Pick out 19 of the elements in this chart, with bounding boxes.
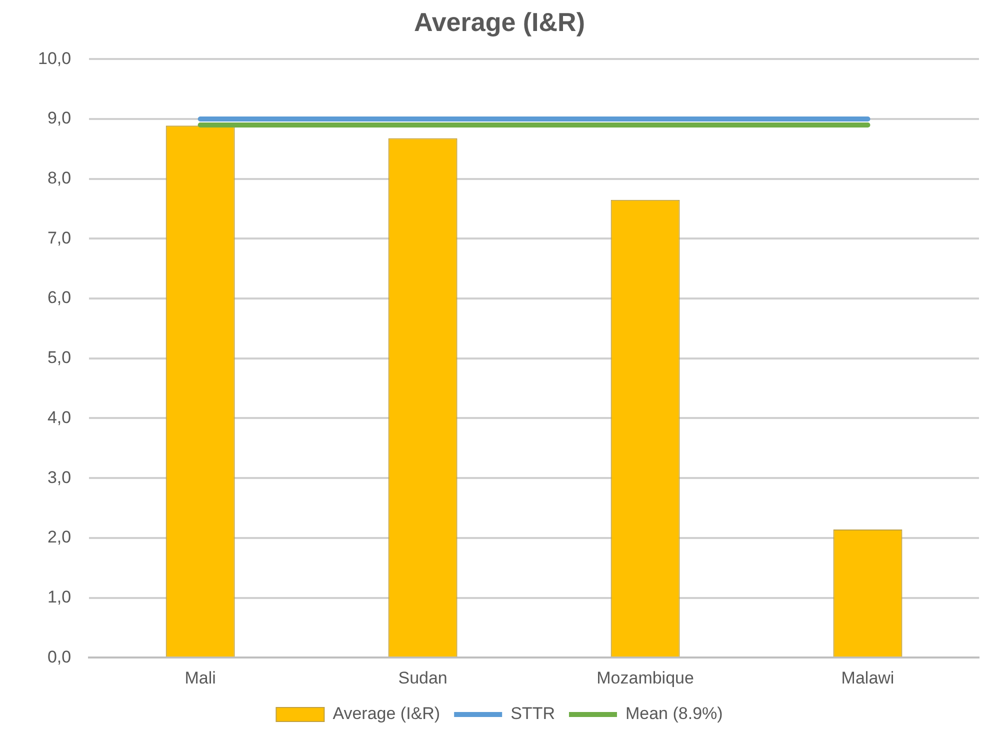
y-tick-label: 10,0 bbox=[38, 48, 72, 68]
y-tick-label: 8,0 bbox=[47, 168, 72, 188]
x-tick-label: Malawi bbox=[841, 668, 894, 688]
x-tick-label: Mali bbox=[184, 668, 216, 688]
y-tick-label: 6,0 bbox=[47, 288, 72, 308]
x-tick-label: Mozambique bbox=[596, 668, 694, 688]
x-tick-label: Sudan bbox=[398, 668, 448, 688]
legend-label: Mean (8.9%) bbox=[625, 704, 723, 724]
y-tick-label: 1,0 bbox=[47, 587, 72, 606]
y-tick-label: 9,0 bbox=[47, 108, 72, 128]
y-tick-label: 4,0 bbox=[47, 408, 72, 427]
y-tick-label: 5,0 bbox=[47, 348, 72, 368]
y-tick-label: 0,0 bbox=[47, 647, 72, 666]
y-tick-label: 2,0 bbox=[47, 528, 72, 547]
chart-title: Average (I&R) bbox=[414, 6, 585, 37]
legend-label: STTR bbox=[510, 704, 555, 724]
legend-label: Average (I&R) bbox=[332, 704, 440, 724]
y-tick-label: 7,0 bbox=[47, 228, 72, 248]
y-tick-label: 3,0 bbox=[47, 468, 72, 487]
